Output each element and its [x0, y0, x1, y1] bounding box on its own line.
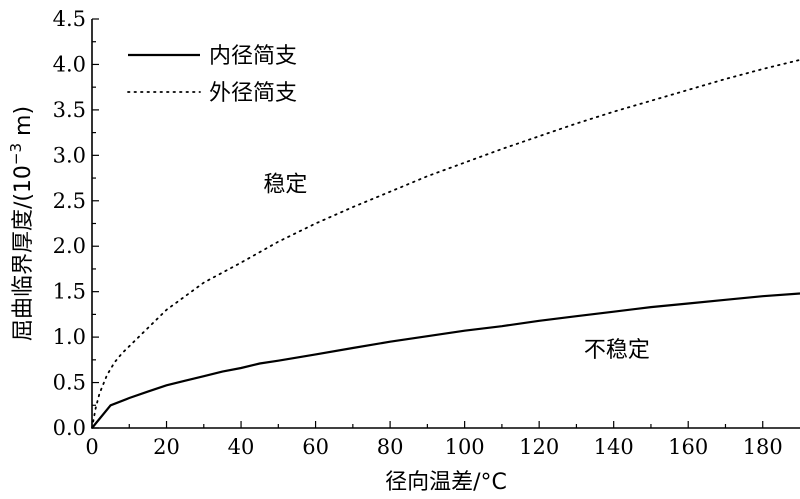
- y-axis-title-suffix: m): [11, 106, 36, 143]
- axes: [91, 19, 800, 429]
- x-tick-label: 20: [153, 435, 180, 459]
- x-tick-label: 120: [519, 435, 559, 459]
- x-tick-label: 60: [302, 435, 329, 459]
- y-tick-label: 4.0: [53, 52, 86, 76]
- x-tick-label: 40: [228, 435, 255, 459]
- y-tick-label: 3.0: [53, 143, 86, 167]
- x-tick-label: 80: [377, 435, 404, 459]
- y-tick-label: 1.5: [53, 280, 86, 304]
- x-tick-label: 140: [594, 435, 634, 459]
- series-group: [91, 59, 800, 429]
- region-annotation: 稳定: [263, 173, 307, 198]
- y-tick-label: 0.0: [53, 416, 86, 440]
- x-tick-label: 0: [85, 435, 98, 459]
- legend-label: 外径简支: [209, 81, 297, 106]
- x-tick-label: 100: [445, 435, 485, 459]
- x-tick-label: 180: [743, 435, 783, 459]
- x-tick-label: 160: [668, 435, 708, 459]
- y-axis-title-exponent: −3: [7, 143, 25, 165]
- series-line-inner: [91, 292, 800, 429]
- x-axis-title: 径向温差/°C: [385, 470, 507, 495]
- y-ticks: 0.0 0.5 1.0 1.5 2.0 2.5 3.0 3.5 4.0 4.5: [53, 7, 99, 440]
- y-tick-label: 1.0: [53, 325, 86, 349]
- y-axis-title-main: 屈曲临界厚度/(10: [11, 165, 36, 341]
- y-tick-label: 3.5: [53, 98, 86, 122]
- y-tick-label: 2.5: [53, 189, 86, 213]
- y-tick-label: 2.0: [53, 234, 86, 258]
- y-tick-label: 4.5: [53, 7, 86, 31]
- region-annotation: 不稳定: [584, 338, 650, 363]
- legend-label: 内径简支: [209, 44, 297, 69]
- y-tick-label: 0.5: [53, 371, 86, 395]
- y-axis-title: 屈曲临界厚度/(10−3 m): [7, 106, 36, 341]
- x-ticks: 0 20 40 60 80 100 120 140 160 180: [85, 421, 783, 459]
- series-line-outer: [91, 59, 800, 429]
